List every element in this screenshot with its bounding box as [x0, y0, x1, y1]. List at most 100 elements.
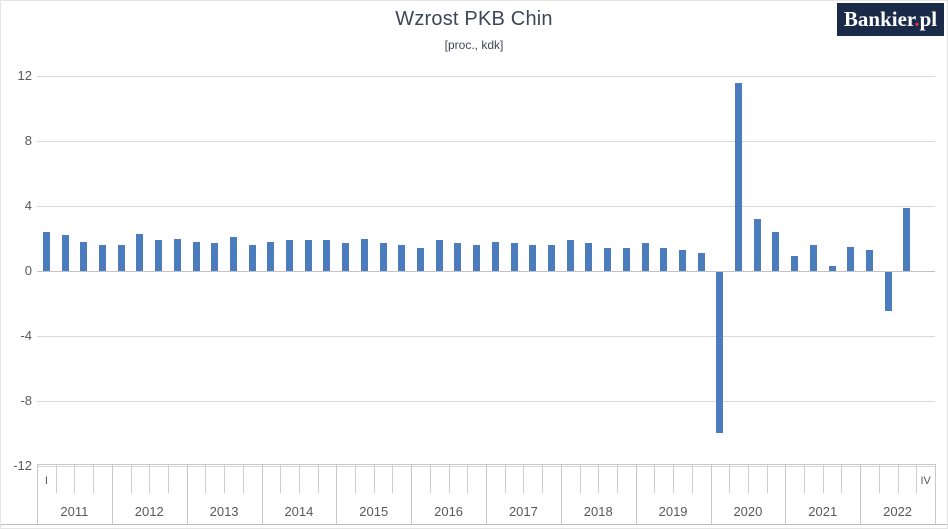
year-label: 2016: [434, 504, 464, 519]
year-separator: [37, 464, 38, 524]
quarter-tick: [579, 464, 581, 493]
bar-2019-Q3: [678, 249, 686, 271]
quarter-tick: [804, 464, 806, 493]
year-separator: [336, 464, 338, 524]
y-axis-tick-label: -12: [13, 458, 32, 473]
year-label: 2014: [284, 504, 314, 519]
quarter-tick: [542, 464, 544, 493]
quarter-tick: [298, 464, 300, 493]
bar-2020-Q3: [753, 219, 761, 271]
quarter-tick: [205, 464, 207, 493]
quarter-tick: [673, 464, 675, 493]
bar-2019-Q2: [660, 248, 668, 271]
bar-2011-Q4: [98, 245, 106, 271]
quarter-tick: [149, 464, 151, 493]
year-label: 2011: [60, 504, 89, 519]
gridline: [37, 141, 935, 142]
bar-2014-Q3: [304, 240, 312, 271]
year-separator: [411, 464, 413, 524]
bar-2022-Q3: [903, 207, 911, 271]
quarter-tick: [822, 464, 824, 493]
logo-brand-text: Bankier: [843, 7, 915, 31]
year-label: 2018: [583, 504, 613, 519]
bar-2020-Q2: [735, 82, 743, 271]
gridline: [37, 401, 935, 402]
logo-tld-text: pl: [919, 7, 938, 31]
bar-2022-Q1: [866, 249, 874, 271]
gridline: [37, 76, 935, 77]
quarter-tick: [392, 464, 394, 493]
quarter-tick: [504, 464, 506, 493]
year-separator: [560, 464, 562, 524]
year-separator: [860, 464, 862, 524]
quarter-tick: [317, 464, 319, 493]
bar-2016-Q4: [473, 245, 481, 271]
bar-2013-Q3: [229, 236, 237, 271]
bar-2017-Q4: [547, 245, 555, 271]
chart-title: Wzrost PKB Chin: [395, 8, 553, 30]
year-separator: [785, 464, 787, 524]
quarter-tick: [224, 464, 226, 493]
bar-2015-Q1: [342, 243, 350, 271]
quarter-tick: [167, 464, 169, 493]
quarter-tick: [916, 464, 918, 493]
bar-2011-Q1: [42, 232, 50, 271]
axis-bottom-border: [1, 524, 947, 525]
bar-2011-Q3: [80, 241, 88, 271]
quarter-tick: [429, 464, 431, 493]
bar-2017-Q1: [491, 241, 499, 271]
y-axis-tick-label: 4: [24, 198, 32, 213]
quarter-label-last: IV: [920, 475, 931, 487]
year-separator: [186, 464, 188, 524]
bar-2021-Q2: [809, 245, 817, 271]
gridline: [37, 336, 935, 337]
year-separator: [635, 464, 637, 524]
bar-2022-Q2: [884, 272, 892, 311]
quarter-tick: [729, 464, 731, 493]
quarter-tick: [448, 464, 450, 493]
bar-2018-Q4: [622, 248, 630, 271]
bar-2019-Q1: [641, 243, 649, 271]
quarter-tick: [74, 464, 76, 493]
bar-2017-Q2: [510, 243, 518, 271]
year-label: 2012: [134, 504, 164, 519]
gridline: [37, 206, 935, 207]
quarter-tick: [280, 464, 282, 493]
bar-2014-Q2: [286, 240, 294, 271]
bar-2021-Q4: [847, 246, 855, 271]
bar-2020-Q4: [772, 232, 780, 271]
quarter-tick: [523, 464, 525, 493]
chart-subtitle: [proc., kdk]: [444, 38, 504, 52]
quarter-tick: [467, 464, 469, 493]
quarter-tick: [691, 464, 693, 493]
quarter-label-first: I: [44, 475, 48, 487]
quarter-tick: [130, 464, 132, 493]
bar-2013-Q2: [211, 243, 219, 271]
bar-2021-Q3: [828, 266, 836, 271]
y-axis-tick-label: 8: [24, 133, 32, 148]
quarter-tick: [878, 464, 880, 493]
bar-2016-Q3: [454, 243, 462, 271]
bar-2015-Q3: [379, 243, 387, 271]
bar-2016-Q2: [435, 240, 443, 271]
quarter-tick: [616, 464, 618, 493]
bar-2015-Q4: [398, 245, 406, 271]
bar-2018-Q3: [604, 248, 612, 271]
gridline-zero: [37, 271, 935, 272]
y-axis-tick-label: 12: [17, 68, 32, 83]
bar-2012-Q3: [155, 240, 163, 271]
quarter-tick: [355, 464, 357, 493]
bankier-logo: Bankier.pl: [837, 3, 944, 36]
y-axis-tick-label: -8: [20, 393, 32, 408]
quarter-tick: [841, 464, 843, 493]
quarter-tick: [897, 464, 899, 493]
year-separator: [710, 464, 712, 524]
quarter-tick: [654, 464, 656, 493]
y-axis-tick-label: 0: [24, 263, 32, 278]
logo-red-dot: .: [914, 7, 920, 31]
year-separator: [486, 464, 487, 524]
year-separator: [261, 464, 263, 524]
bar-2014-Q4: [323, 240, 331, 271]
bar-2017-Q3: [529, 245, 537, 271]
